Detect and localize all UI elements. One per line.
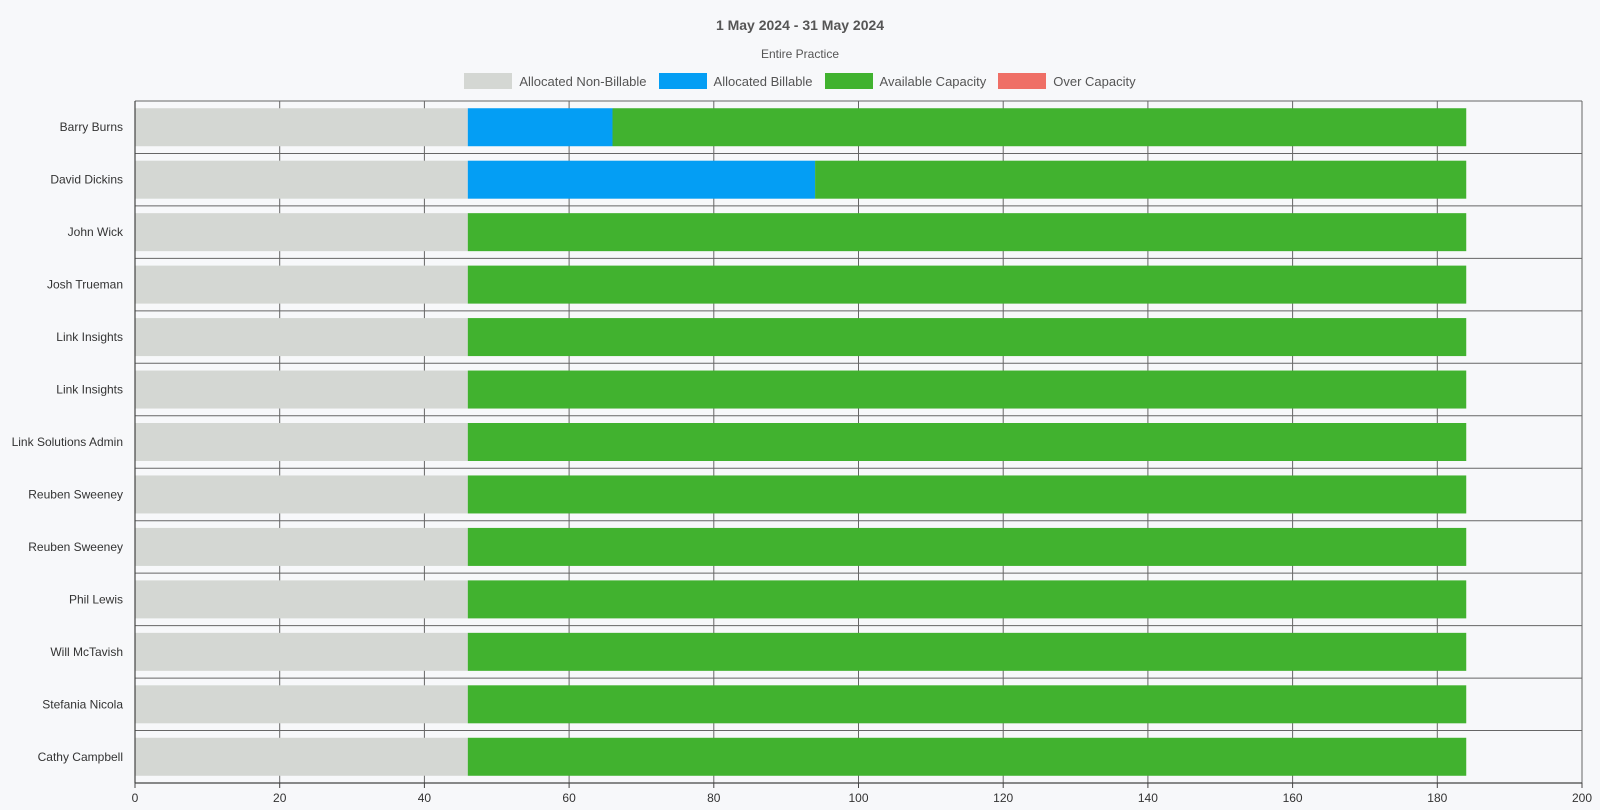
- bar-segment[interactable]: [135, 108, 468, 147]
- bar-segment[interactable]: [467, 737, 1467, 776]
- legend-label: Allocated Billable: [713, 73, 813, 89]
- legend-item[interactable]: Over Capacity: [998, 73, 1136, 89]
- y-tick-label: Stefania Nicola: [42, 697, 123, 711]
- bar-segment[interactable]: [467, 423, 1467, 461]
- y-tick-label: Cathy Campbell: [38, 750, 123, 764]
- y-tick-label: Barry Burns: [60, 120, 123, 134]
- bar-segment[interactable]: [135, 527, 468, 566]
- bar-segment[interactable]: [612, 108, 1467, 147]
- chart-title: 1 May 2024 - 31 May 2024: [715, 17, 885, 33]
- legend-swatch: [824, 73, 873, 89]
- legend-swatch: [658, 73, 707, 89]
- y-tick-label: Link Insights: [56, 383, 123, 397]
- bar-segment[interactable]: [135, 265, 468, 304]
- bar-segment[interactable]: [135, 160, 468, 199]
- legend-item[interactable]: Allocated Non-Billable: [464, 73, 647, 89]
- bar-segment[interactable]: [467, 685, 1467, 724]
- bar-segment[interactable]: [467, 632, 1467, 671]
- bar-segment[interactable]: [467, 213, 1467, 252]
- legend-label: Allocated Non-Billable: [519, 73, 647, 89]
- bar-segment[interactable]: [467, 108, 613, 147]
- y-tick-label: David Dickins: [50, 173, 123, 187]
- chart-legend: Allocated Non-Billable Allocated Billable…: [0, 73, 1600, 89]
- y-tick-label: Reuben Sweeney: [28, 487, 123, 501]
- x-tick-label: 200: [1572, 791, 1592, 805]
- y-tick-label: Will McTavish: [50, 645, 123, 659]
- y-tick-label: Josh Trueman: [47, 278, 123, 292]
- bar-segment[interactable]: [467, 160, 816, 199]
- x-tick-label: 180: [1427, 791, 1447, 805]
- legend-item[interactable]: Allocated Billable: [658, 73, 813, 89]
- x-tick-label: 160: [1283, 791, 1303, 805]
- y-tick-label: Link Solutions Admin: [12, 435, 123, 449]
- bar-segment[interactable]: [467, 475, 1467, 514]
- bar-segment[interactable]: [467, 370, 1467, 409]
- y-tick-label: Link Insights: [56, 330, 123, 344]
- legend-label: Available Capacity: [879, 73, 987, 89]
- bar-segment[interactable]: [135, 213, 468, 252]
- bar-segment[interactable]: [135, 685, 468, 724]
- bar-segment[interactable]: [467, 580, 1467, 619]
- legend-item[interactable]: Available Capacity: [824, 73, 987, 89]
- x-tick-label: 40: [418, 791, 432, 805]
- x-tick-label: 60: [562, 791, 576, 805]
- x-tick-label: 120: [993, 791, 1013, 805]
- y-tick-label: Reuben Sweeney: [28, 540, 123, 554]
- bar-segment[interactable]: [815, 160, 1467, 199]
- bar-segment[interactable]: [135, 737, 468, 776]
- legend-swatch: [464, 73, 513, 89]
- y-tick-label: John Wick: [68, 225, 124, 239]
- bar-segment[interactable]: [467, 318, 1467, 357]
- bar-segment[interactable]: [135, 370, 468, 409]
- bar-segment[interactable]: [135, 580, 468, 619]
- chart-subtitle: Entire Practice: [760, 47, 840, 61]
- x-tick-label: 100: [848, 791, 868, 805]
- bar-segment[interactable]: [467, 265, 1467, 304]
- y-tick-label: Phil Lewis: [69, 592, 123, 606]
- bar-segment[interactable]: [135, 423, 468, 461]
- bar-segment[interactable]: [135, 632, 468, 671]
- bar-segment[interactable]: [135, 318, 468, 357]
- x-tick-label: 0: [132, 791, 139, 805]
- legend-label: Over Capacity: [1053, 73, 1136, 89]
- x-tick-label: 140: [1138, 791, 1158, 805]
- bar-segment[interactable]: [135, 475, 468, 514]
- legend-swatch: [998, 73, 1047, 89]
- x-tick-label: 20: [273, 791, 287, 805]
- bar-segment[interactable]: [467, 527, 1467, 566]
- x-tick-label: 80: [707, 791, 721, 805]
